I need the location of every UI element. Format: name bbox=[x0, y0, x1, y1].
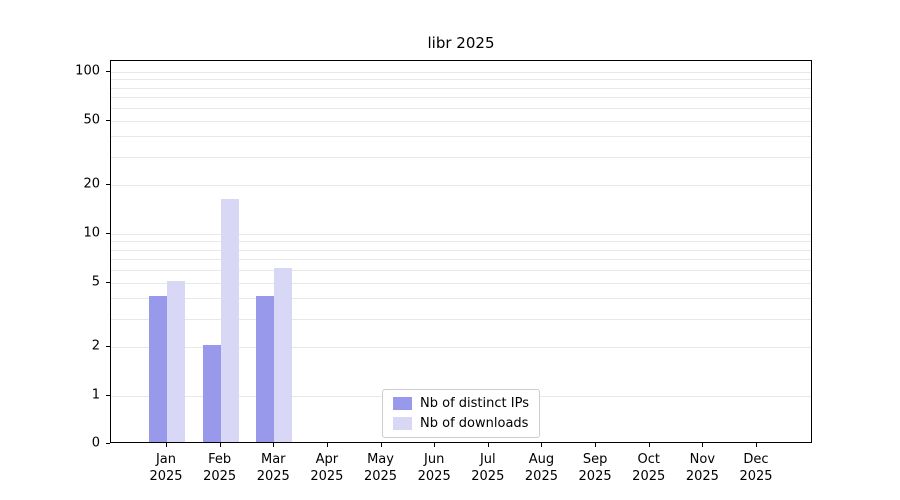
bar-downloads-feb bbox=[221, 199, 239, 442]
gridline bbox=[111, 270, 811, 271]
gridline bbox=[111, 79, 811, 80]
y-tick-label: 1 bbox=[91, 387, 100, 403]
gridline bbox=[111, 241, 811, 242]
gridline bbox=[111, 185, 811, 186]
x-tick-label: Jul 2025 bbox=[471, 452, 505, 484]
y-tick-label: 20 bbox=[83, 176, 100, 192]
gridline bbox=[111, 108, 811, 109]
chart-title: libr 2025 bbox=[427, 34, 495, 52]
x-tick-label: Oct 2025 bbox=[632, 452, 666, 484]
x-tick-mark bbox=[756, 443, 757, 447]
y-tick-mark bbox=[106, 71, 110, 72]
legend-swatch-distinct-ips bbox=[393, 397, 413, 410]
x-tick-label: Feb 2025 bbox=[203, 452, 237, 484]
plot-area bbox=[110, 60, 812, 443]
x-tick-label: Sep 2025 bbox=[578, 452, 612, 484]
gridline bbox=[111, 157, 811, 158]
x-tick-label: Apr 2025 bbox=[310, 452, 344, 484]
gridline bbox=[111, 250, 811, 251]
y-tick-mark bbox=[106, 120, 110, 121]
y-tick-mark bbox=[106, 346, 110, 347]
y-tick-mark bbox=[106, 443, 110, 444]
x-tick-label: Jan 2025 bbox=[149, 452, 183, 484]
y-tick-label: 100 bbox=[75, 63, 100, 79]
legend-label-downloads: Nb of downloads bbox=[420, 416, 529, 431]
gridline bbox=[111, 88, 811, 89]
x-tick-mark bbox=[595, 443, 596, 447]
y-tick-mark bbox=[106, 233, 110, 234]
gridline bbox=[111, 319, 811, 320]
gridline bbox=[111, 298, 811, 299]
y-tick-mark bbox=[106, 395, 110, 396]
x-tick-mark bbox=[166, 443, 167, 447]
x-tick-mark bbox=[649, 443, 650, 447]
x-tick-mark bbox=[702, 443, 703, 447]
x-tick-mark bbox=[220, 443, 221, 447]
x-tick-label: Aug 2025 bbox=[524, 452, 558, 484]
gridline bbox=[111, 136, 811, 137]
x-tick-mark bbox=[488, 443, 489, 447]
gridline bbox=[111, 259, 811, 260]
x-tick-mark bbox=[273, 443, 274, 447]
gridline bbox=[111, 283, 811, 284]
x-tick-label: Nov 2025 bbox=[685, 452, 719, 484]
y-tick-label: 0 bbox=[91, 435, 100, 451]
legend: Nb of distinct IPs Nb of downloads bbox=[382, 389, 540, 438]
x-tick-mark bbox=[541, 443, 542, 447]
x-tick-mark bbox=[327, 443, 328, 447]
legend-swatch-downloads bbox=[393, 417, 413, 430]
y-tick-label: 10 bbox=[83, 225, 100, 241]
bar-downloads-jan bbox=[167, 281, 185, 442]
gridline bbox=[111, 72, 811, 73]
bar-distinct-ips-mar bbox=[256, 296, 274, 442]
gridline bbox=[111, 347, 811, 348]
y-tick-label: 5 bbox=[91, 274, 100, 290]
legend-label-distinct-ips: Nb of distinct IPs bbox=[420, 396, 529, 411]
x-tick-mark bbox=[381, 443, 382, 447]
x-tick-mark bbox=[434, 443, 435, 447]
bar-distinct-ips-feb bbox=[203, 345, 221, 442]
x-tick-label: Jun 2025 bbox=[417, 452, 451, 484]
y-tick-label: 2 bbox=[91, 338, 100, 354]
gridline bbox=[111, 97, 811, 98]
x-tick-label: Dec 2025 bbox=[739, 452, 773, 484]
legend-item-downloads: Nb of downloads bbox=[393, 416, 529, 431]
x-tick-label: May 2025 bbox=[363, 452, 398, 484]
y-tick-label: 50 bbox=[83, 112, 100, 128]
gridline bbox=[111, 121, 811, 122]
y-tick-mark bbox=[106, 282, 110, 283]
y-tick-mark bbox=[106, 184, 110, 185]
bar-downloads-mar bbox=[274, 268, 292, 442]
bar-distinct-ips-jan bbox=[149, 296, 167, 442]
x-tick-label: Mar 2025 bbox=[256, 452, 290, 484]
gridline bbox=[111, 234, 811, 235]
legend-item-distinct-ips: Nb of distinct IPs bbox=[393, 396, 529, 411]
